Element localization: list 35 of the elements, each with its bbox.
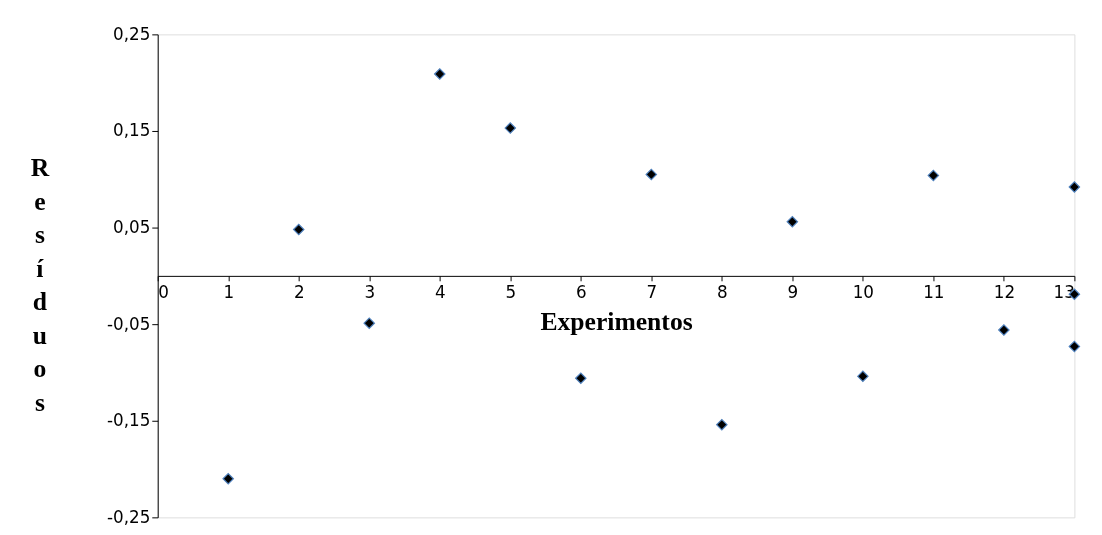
point	[857, 370, 869, 383]
point	[504, 122, 517, 134]
point	[363, 317, 376, 329]
point	[1068, 340, 1081, 353]
y-tick-label: -0,15	[106, 410, 151, 431]
x-tick-label: 2	[293, 282, 305, 303]
point	[292, 223, 305, 236]
x-tick-label: 1	[223, 282, 235, 303]
point	[222, 472, 234, 485]
x-axis-title: Experimentos	[540, 306, 693, 336]
x-tick-label: 9	[787, 282, 799, 303]
x-tick-label: 5	[505, 282, 517, 303]
y-tick-label: 0,25	[113, 23, 151, 44]
point	[998, 324, 1010, 336]
x-tick-label: 0	[158, 282, 169, 303]
x-tick-label: 10	[852, 282, 875, 303]
x-tick-label: 6	[575, 282, 587, 303]
point	[1068, 181, 1081, 193]
point	[575, 372, 587, 385]
point	[716, 418, 728, 431]
point	[786, 216, 799, 228]
y-tick-label: 0,15	[113, 120, 151, 141]
x-tick-label: 8	[716, 282, 728, 303]
x-tick-label: 4	[434, 282, 446, 303]
point	[434, 68, 446, 80]
x-tick-label: 11	[923, 282, 945, 303]
y-axis-title: Resíduos	[30, 153, 50, 417]
x-tick-label: 12	[993, 282, 1016, 303]
y-tick-label: 0,05	[113, 216, 151, 237]
point	[927, 169, 940, 182]
y-tick-label: -0,05	[106, 313, 151, 334]
x-tick-label: 7	[646, 282, 658, 303]
x-tick-label: 3	[364, 282, 376, 303]
point	[645, 168, 658, 181]
y-tick-label: -0,25	[106, 506, 151, 527]
